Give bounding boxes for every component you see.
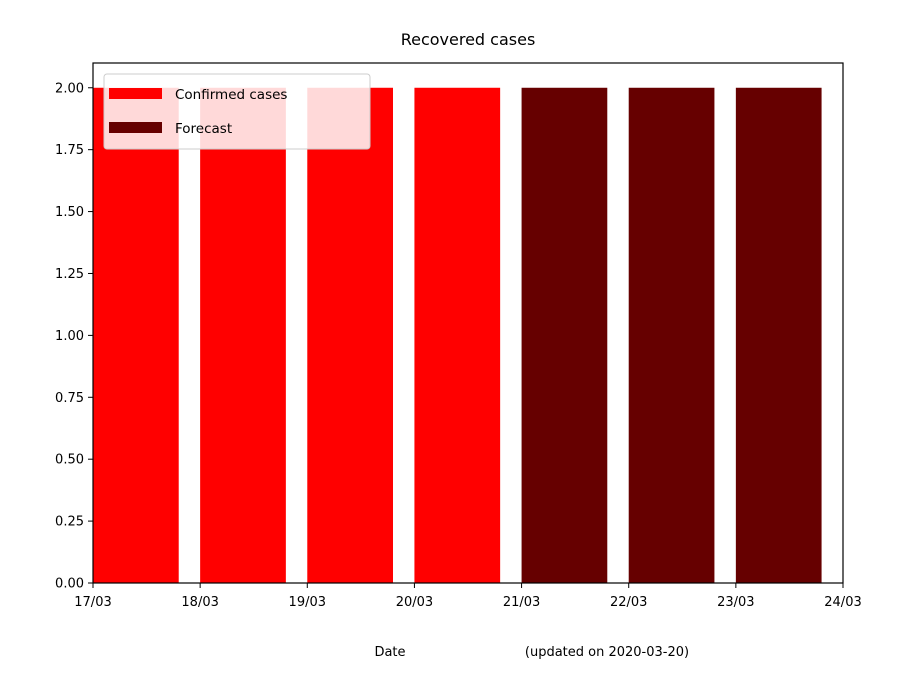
bar-confirmed-cases-20-03 bbox=[414, 87, 501, 583]
bar-confirmed-cases-18-03 bbox=[200, 87, 286, 583]
bar-confirmed-cases-19-03 bbox=[307, 87, 393, 583]
y-axis: 0.00 0.25 0.50 0.75 1.00 1.25 1.50 1.75 2.00 bbox=[55, 81, 93, 592]
x-tick-label: 21/03 bbox=[503, 595, 540, 610]
legend-label-forecast: Forecast bbox=[175, 121, 232, 137]
x-axis-label: Date bbox=[374, 645, 405, 660]
x-tick-label: 22/03 bbox=[610, 595, 647, 610]
legend-box bbox=[103, 73, 371, 150]
y-tick-label: 1.00 bbox=[55, 329, 84, 344]
x-tick-label: 18/03 bbox=[181, 595, 218, 610]
x-axis: 17/03 18/03 19/03 20/03 21/03 22/03 23/03 24/03 bbox=[74, 583, 862, 610]
y-tick-label: 0.50 bbox=[55, 453, 84, 468]
axes-frame bbox=[92, 62, 844, 584]
plot-area bbox=[92, 62, 844, 584]
y-tick-label: 0.75 bbox=[55, 391, 84, 406]
y-tick-label: 0.00 bbox=[55, 577, 84, 592]
x-tick-label: 23/03 bbox=[717, 595, 754, 610]
bars-layer bbox=[93, 87, 822, 583]
y-tick-label: 1.25 bbox=[55, 267, 84, 282]
x-tick-label: 20/03 bbox=[396, 595, 433, 610]
x-tick-label: 17/03 bbox=[74, 595, 111, 610]
bar-confirmed-cases-17-03 bbox=[93, 87, 179, 583]
legend-swatch-confirmed-cases bbox=[109, 88, 162, 99]
x-axis-update-note: (updated on 2020-03-20) bbox=[525, 645, 689, 660]
legend-swatch-forecast bbox=[109, 122, 162, 133]
y-tick-label: 0.25 bbox=[55, 515, 84, 530]
y-tick-label: 1.50 bbox=[55, 205, 84, 220]
bar-forecast-22-03 bbox=[628, 87, 715, 583]
bar-forecast-23-03 bbox=[735, 87, 822, 583]
y-tick-label: 2.00 bbox=[55, 81, 84, 96]
legend-label-confirmed-cases: Confirmed cases bbox=[175, 87, 287, 103]
y-tick-label: 1.75 bbox=[55, 143, 84, 158]
x-tick-label: 24/03 bbox=[824, 595, 861, 610]
legend: Confirmed cases Forecast bbox=[103, 73, 371, 150]
chart-title: Recovered cases bbox=[401, 30, 536, 49]
bar-forecast-21-03 bbox=[521, 87, 608, 583]
x-tick-label: 19/03 bbox=[289, 595, 326, 610]
